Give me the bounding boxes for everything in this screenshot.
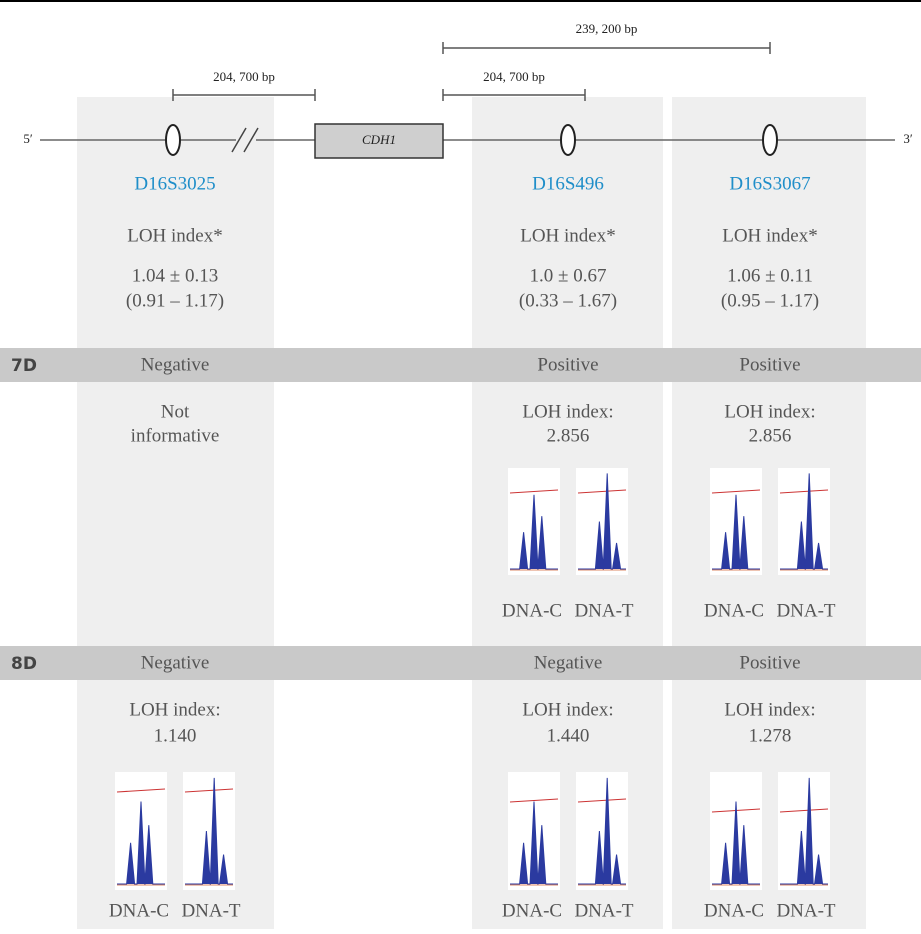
status: Positive (537, 354, 598, 375)
marker-mean: 1.06 ± 0.11 (727, 265, 813, 286)
trace-label: DNA-C (502, 900, 562, 921)
cell-line: LOH index: (129, 699, 220, 720)
row-label: 8D (11, 654, 37, 674)
cell-line: LOH index: (522, 699, 613, 720)
status: Positive (739, 354, 800, 375)
marker-mean: 1.04 ± 0.13 (132, 265, 218, 286)
marker-range: (0.91 – 1.17) (126, 290, 224, 311)
gene-label: CDH1 (362, 132, 396, 147)
marker-heading: LOH index* (722, 225, 818, 246)
three-prime: 3′ (903, 131, 913, 146)
cell-line: 1.140 (154, 725, 197, 746)
marker-name: D16S3025 (134, 173, 215, 194)
trace-label: DNA-C (704, 600, 764, 621)
cell-line: 1.440 (547, 725, 590, 746)
cell-line: 2.856 (749, 425, 792, 446)
status: Negative (141, 354, 210, 375)
cell-line: 2.856 (547, 425, 590, 446)
cell-line: Not (161, 401, 190, 422)
span-label: 204, 700 bp (483, 69, 545, 84)
marker-name: D16S3067 (729, 173, 810, 194)
column-band (472, 97, 663, 929)
marker-locus (561, 125, 575, 155)
trace-label: DNA-T (574, 600, 633, 621)
cell-line: 1.278 (749, 725, 792, 746)
column-band (77, 97, 274, 929)
marker-range: (0.33 – 1.67) (519, 290, 617, 311)
trace-label: DNA-T (574, 900, 633, 921)
marker-name: D16S496 (532, 173, 604, 194)
cell-line: LOH index: (724, 401, 815, 422)
five-prime: 5′ (23, 131, 33, 146)
status: Negative (534, 652, 603, 673)
span-label: 239, 200 bp (576, 21, 638, 36)
trace-label: DNA-C (502, 600, 562, 621)
marker-heading: LOH index* (520, 225, 616, 246)
trace-label: DNA-C (109, 900, 169, 921)
marker-heading: LOH index* (127, 225, 223, 246)
cell-line: LOH index: (522, 401, 613, 422)
trace-label: DNA-C (704, 900, 764, 921)
marker-locus (166, 125, 180, 155)
marker-locus (763, 125, 777, 155)
cell-line: LOH index: (724, 699, 815, 720)
span-label: 204, 700 bp (213, 69, 275, 84)
status: Negative (141, 652, 210, 673)
trace-label: DNA-T (776, 600, 835, 621)
marker-mean: 1.0 ± 0.67 (530, 265, 607, 286)
trace-label: DNA-T (181, 900, 240, 921)
marker-range: (0.95 – 1.17) (721, 290, 819, 311)
status: Positive (739, 652, 800, 673)
cell-line: informative (131, 425, 220, 446)
trace-label: DNA-T (776, 900, 835, 921)
row-label: 7D (11, 356, 37, 376)
column-band (672, 97, 866, 929)
figure: 239, 200 bp 204, 700 bp 204, 700 bp 5′ 3′ CDH… (0, 0, 921, 929)
